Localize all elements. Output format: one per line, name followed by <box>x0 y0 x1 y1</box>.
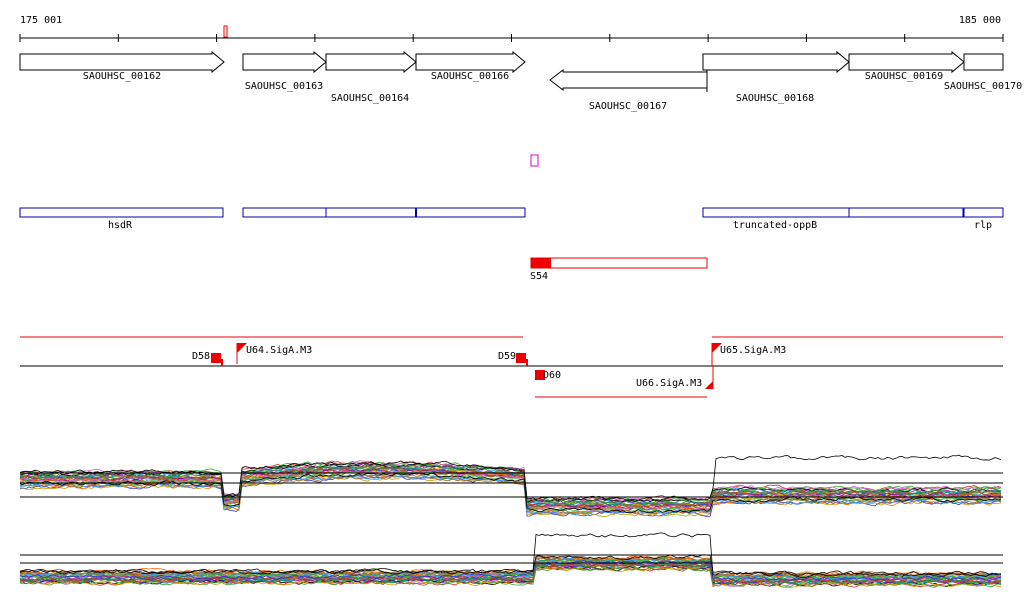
region-markers <box>211 343 722 389</box>
expression-line <box>19 474 1002 515</box>
region-label: D59 <box>498 351 516 362</box>
gene-label: SAOUHSC_00166 <box>431 71 509 82</box>
expression-line <box>19 454 1002 502</box>
expression-line <box>19 465 1002 508</box>
expression-line <box>19 554 1002 578</box>
gene-label: SAOUHSC_00162 <box>83 71 161 82</box>
gene-label: SAOUHSC_00164 <box>331 93 409 104</box>
marker <box>530 154 539 167</box>
region-label: U66.SigA.M3 <box>636 378 702 389</box>
reference-lines <box>20 472 1003 564</box>
region-label: U65.SigA.M3 <box>720 345 786 356</box>
gene-label: SAOUHSC_00170 <box>944 81 1022 92</box>
gene-label: SAOUHSC_00168 <box>736 93 814 104</box>
expression-line <box>19 555 1002 577</box>
expression-line <box>19 561 1002 585</box>
expression-line <box>19 562 1002 585</box>
gene-label: SAOUHSC_00167 <box>589 101 667 112</box>
gene-label: SAOUHSC_00169 <box>865 71 943 82</box>
expression-line <box>19 560 1002 582</box>
expression-profiles <box>19 454 1002 589</box>
feature-label: truncated-oppB <box>733 220 817 231</box>
segment <box>530 257 708 269</box>
segment-fill <box>531 258 551 268</box>
region-lines <box>20 336 1003 398</box>
segment-label: S54 <box>530 271 548 282</box>
ruler <box>19 25 1004 42</box>
region-label: U64.SigA.M3 <box>246 345 312 356</box>
expression-line <box>19 565 1001 589</box>
feature-label: rlp <box>974 220 992 231</box>
expression-line <box>19 471 1002 513</box>
expression-line <box>19 558 1001 581</box>
ruler-start: 175 001 <box>20 15 62 26</box>
region-label: D58 <box>192 351 210 362</box>
region-label: D60 <box>543 370 561 381</box>
ruler-end: 185 000 <box>959 15 1001 26</box>
expression-line <box>19 532 1002 578</box>
feature-boxes <box>19 207 1004 218</box>
gene-arrows <box>19 50 1004 92</box>
expression-line <box>19 474 1002 517</box>
gene-label: SAOUHSC_00163 <box>245 81 323 92</box>
feature-label: hsdR <box>108 220 133 231</box>
